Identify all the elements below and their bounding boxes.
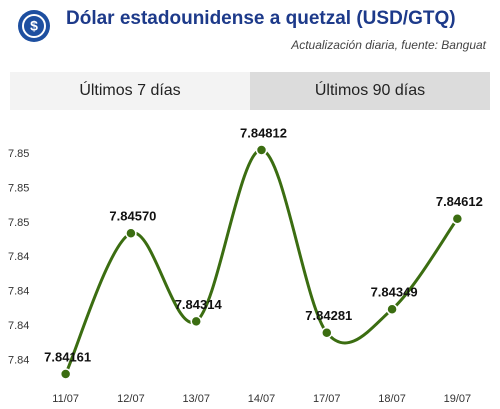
point	[255, 144, 268, 156]
data-label: 7.84349	[371, 285, 418, 300]
y-tick-label: 7.84	[8, 251, 29, 263]
x-tick-label: 14/07	[248, 393, 276, 405]
data-label: 7.84281	[305, 308, 352, 323]
y-tick-label: 7.85	[8, 182, 29, 194]
title: Dólar estadounidense a quetzal (USD/GTQ)	[66, 8, 456, 29]
x-tick-label: 17/07	[313, 393, 341, 405]
data-label: 7.84612	[436, 194, 483, 209]
y-tick-label: 7.84	[8, 320, 29, 332]
data-label: 7.84314	[175, 297, 223, 312]
tab[interactable]: Últimos 90 días	[250, 72, 490, 110]
line	[64, 148, 459, 375]
subtitle: Actualización diaria, fuente: Banguat	[291, 38, 486, 52]
x-tick-label: 12/07	[117, 393, 145, 405]
x-tick-label: 19/07	[444, 393, 472, 405]
x-tick-label: 11/07	[52, 393, 79, 405]
tab[interactable]: Últimos 7 días	[10, 72, 250, 110]
point	[386, 303, 398, 316]
y-tick-label: 7.85	[8, 217, 29, 229]
y-tick-label: 7.85	[8, 148, 29, 160]
point	[190, 315, 202, 328]
x-tick-label: 13/07	[182, 393, 210, 405]
point	[59, 368, 72, 380]
data-label: 7.84812	[240, 125, 287, 140]
y-tick-label: 7.84	[8, 354, 29, 366]
currency-icon: $	[18, 10, 50, 42]
y-tick-label: 7.84	[8, 286, 29, 298]
data-label: 7.84161	[44, 349, 91, 364]
point	[451, 213, 464, 225]
point	[321, 326, 333, 339]
x-tick-label: 18/07	[378, 393, 406, 405]
point	[125, 227, 137, 239]
data-label: 7.84570	[109, 209, 156, 224]
svg-text:$: $	[30, 18, 38, 34]
